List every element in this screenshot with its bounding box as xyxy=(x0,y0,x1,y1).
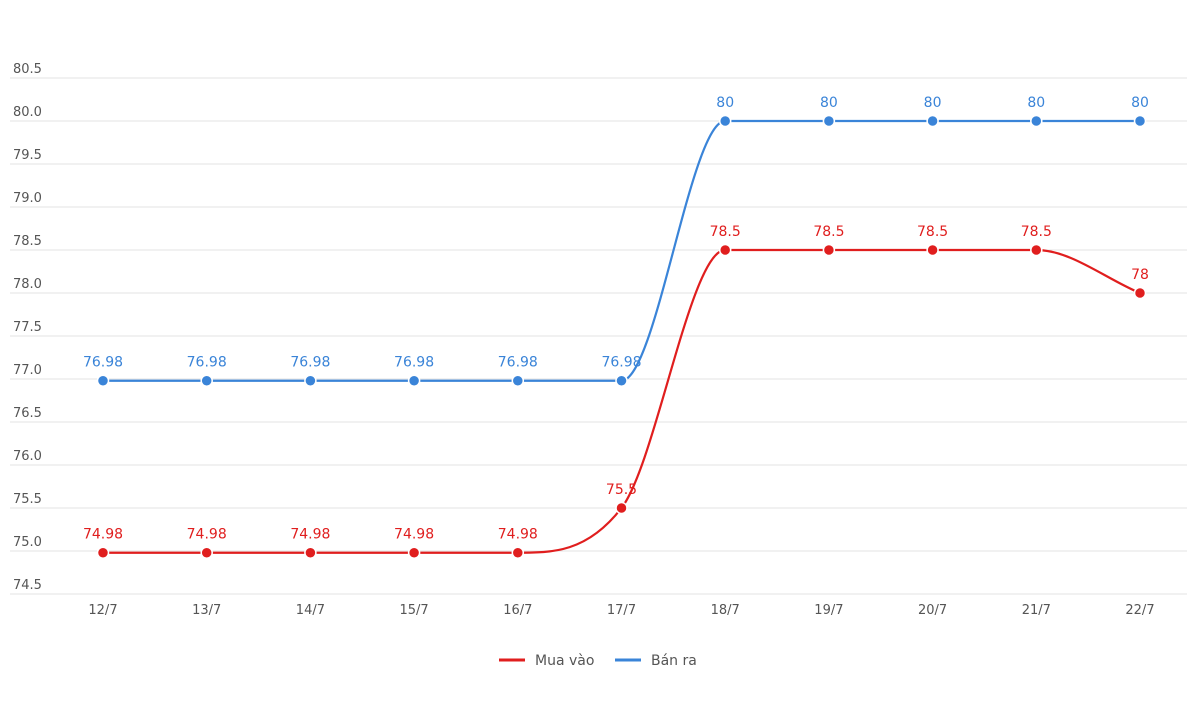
x-tick-label: 12/7 xyxy=(88,603,117,618)
y-tick-label: 75.0 xyxy=(13,535,42,550)
y-tick-label: 78.0 xyxy=(13,277,42,292)
data-label-ban-ra: 76.98 xyxy=(290,355,330,371)
data-point-ban-ra[interactable] xyxy=(718,114,732,128)
y-tick-label: 80.0 xyxy=(13,105,42,120)
y-tick-label: 75.5 xyxy=(13,492,42,507)
series-line-ban-ra xyxy=(102,119,1140,382)
y-tick-label: 79.0 xyxy=(13,191,42,206)
data-point-mua-vao[interactable] xyxy=(1133,286,1147,300)
data-point-ban-ra[interactable] xyxy=(926,114,939,128)
x-tick-label: 15/7 xyxy=(399,603,428,618)
data-point-mua-vao[interactable] xyxy=(407,546,421,559)
data-point-ban-ra[interactable] xyxy=(1030,114,1043,128)
data-label-ban-ra: 80 xyxy=(716,95,734,111)
y-axis: 74.5 75.0 75.5 76.0 76.5 77.0 77.5 78.0 78.5 79.0… xyxy=(13,62,42,593)
x-tick-label: 13/7 xyxy=(192,603,221,618)
data-label-mua-vao: 78.5 xyxy=(917,224,948,240)
x-axis: 12/7 13/7 14/7 15/7 16/7 17/7 18/7 19/7 20/7 21/7… xyxy=(88,603,1154,618)
data-label-mua-vao: 74.98 xyxy=(83,527,123,543)
y-tick-label: 77.5 xyxy=(13,320,42,335)
x-tick-label: 22/7 xyxy=(1125,603,1154,618)
grid xyxy=(10,77,1187,595)
x-tick-label: 21/7 xyxy=(1022,603,1051,618)
data-point-mua-vao[interactable] xyxy=(304,546,317,559)
data-label-ban-ra: 80 xyxy=(1131,95,1149,111)
data-point-ban-ra[interactable] xyxy=(1133,114,1147,128)
data-label-ban-ra: 76.98 xyxy=(601,355,641,371)
data-point-mua-vao[interactable] xyxy=(718,243,732,257)
data-label-ban-ra: 80 xyxy=(820,95,838,111)
data-label-mua-vao: 74.98 xyxy=(187,527,227,543)
series-ban-ra: 76.98 76.98 76.98 76.98 76.98 76.98 80 80 80 80 80 xyxy=(83,95,1149,387)
data-label-ban-ra: 76.98 xyxy=(394,355,434,371)
data-point-mua-vao[interactable] xyxy=(511,546,525,559)
data-point-ban-ra[interactable] xyxy=(511,374,525,387)
data-point-ban-ra[interactable] xyxy=(304,374,317,387)
legend: Mua vào Bán ra xyxy=(499,653,697,669)
y-tick-label: 80.5 xyxy=(13,62,42,77)
data-label-ban-ra: 76.98 xyxy=(498,355,538,371)
data-label-mua-vao: 78 xyxy=(1131,267,1149,283)
legend-label: Bán ra xyxy=(651,653,697,669)
x-tick-label: 16/7 xyxy=(503,603,532,618)
data-point-mua-vao[interactable] xyxy=(615,501,628,515)
legend-item-mua-vao[interactable]: Mua vào xyxy=(499,653,594,669)
data-point-ban-ra[interactable] xyxy=(615,374,628,387)
y-tick-label: 74.5 xyxy=(13,578,42,593)
data-label-ban-ra: 80 xyxy=(924,95,942,111)
data-point-mua-vao[interactable] xyxy=(822,243,836,257)
x-tick-label: 17/7 xyxy=(607,603,636,618)
data-label-mua-vao: 74.98 xyxy=(498,527,538,543)
data-point-ban-ra[interactable] xyxy=(200,374,213,387)
data-point-mua-vao[interactable] xyxy=(200,546,213,559)
data-label-mua-vao: 78.5 xyxy=(710,224,741,240)
y-tick-label: 77.0 xyxy=(13,363,42,378)
data-point-ban-ra[interactable] xyxy=(822,114,836,128)
y-tick-label: 76.5 xyxy=(13,406,42,421)
data-label-mua-vao: 78.5 xyxy=(1021,224,1052,240)
series-line-mua-vao xyxy=(102,248,1141,554)
legend-label: Mua vào xyxy=(535,653,594,669)
series-mua-vao: 74.98 74.98 74.98 74.98 74.98 75.5 78.5 78.5 78.… xyxy=(83,224,1149,559)
data-label-mua-vao: 78.5 xyxy=(813,224,844,240)
data-label-mua-vao: 75.5 xyxy=(606,482,637,498)
data-point-ban-ra[interactable] xyxy=(96,374,110,387)
y-tick-label: 79.5 xyxy=(13,148,42,163)
data-label-ban-ra: 76.98 xyxy=(187,355,227,371)
data-label-mua-vao: 74.98 xyxy=(394,527,434,543)
y-tick-label: 76.0 xyxy=(13,449,42,464)
x-tick-label: 19/7 xyxy=(814,603,843,618)
data-point-ban-ra[interactable] xyxy=(407,374,421,387)
x-tick-label: 20/7 xyxy=(918,603,947,618)
data-point-mua-vao[interactable] xyxy=(1030,243,1043,257)
legend-item-ban-ra[interactable]: Bán ra xyxy=(615,653,697,669)
y-tick-label: 78.5 xyxy=(13,234,42,249)
data-point-mua-vao[interactable] xyxy=(926,243,939,257)
data-point-mua-vao[interactable] xyxy=(96,546,110,559)
series: 74.98 74.98 74.98 74.98 74.98 75.5 78.5 78.5 78.… xyxy=(83,95,1149,559)
data-label-ban-ra: 76.98 xyxy=(83,355,123,371)
x-tick-label: 18/7 xyxy=(711,603,740,618)
data-label-ban-ra: 80 xyxy=(1027,95,1045,111)
data-label-mua-vao: 74.98 xyxy=(290,527,330,543)
x-tick-label: 14/7 xyxy=(296,603,325,618)
